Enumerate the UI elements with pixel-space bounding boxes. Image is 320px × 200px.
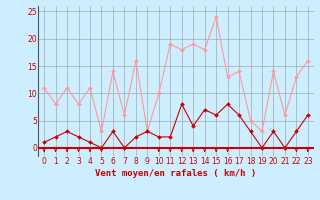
X-axis label: Vent moyen/en rafales ( km/h ): Vent moyen/en rafales ( km/h ) (95, 169, 257, 178)
